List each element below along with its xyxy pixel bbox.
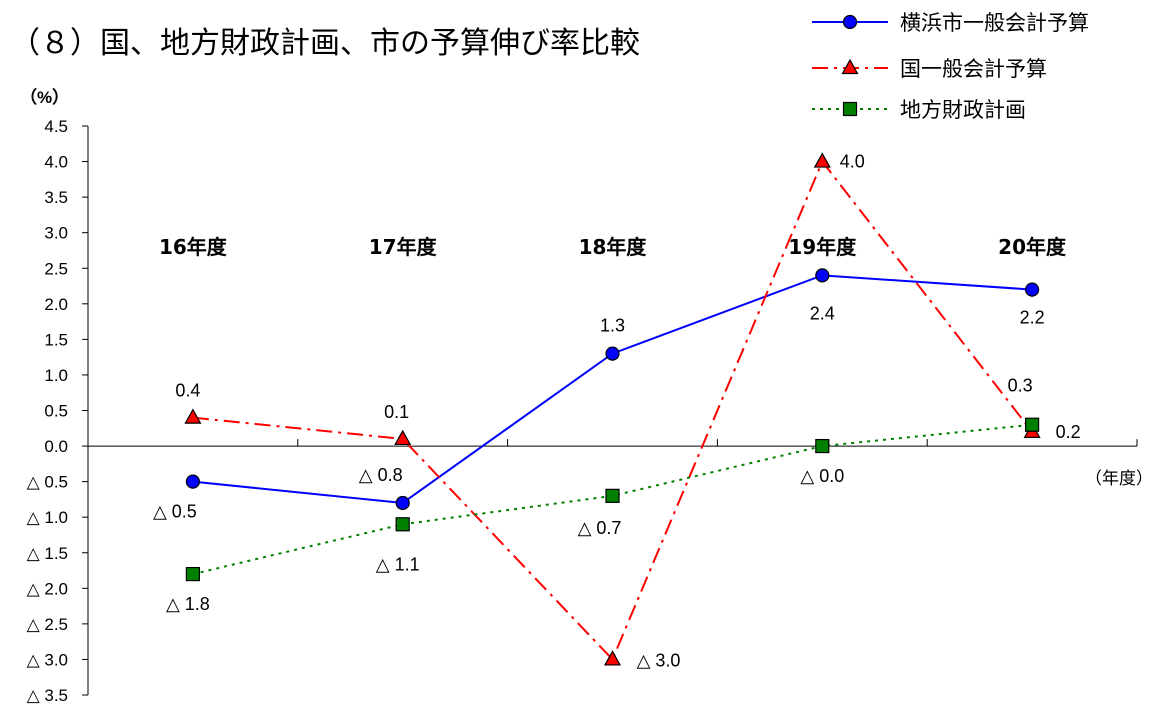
data-label-0: △ 0.5 xyxy=(153,502,197,522)
data-label-1: 0.1 xyxy=(384,402,409,422)
y-tick-label: △ 3.5 xyxy=(27,686,68,704)
data-label-0: 2.4 xyxy=(810,303,835,323)
y-tick-label: 2.5 xyxy=(44,259,68,278)
category-label: 19年度 xyxy=(788,235,857,259)
y-axis-unit-label: （%） xyxy=(20,87,69,107)
y-tick-label: 3.0 xyxy=(44,224,68,243)
y-tick-label: △ 3.0 xyxy=(27,650,68,669)
data-point-2 xyxy=(605,488,620,503)
x-axis-unit-label: （年度） xyxy=(1085,469,1150,489)
data-label-1: 0.2 xyxy=(1056,422,1081,442)
category-label: 20年度 xyxy=(998,235,1067,259)
data-point-1 xyxy=(603,650,622,666)
series-line-2 xyxy=(192,423,1033,576)
legend-marker xyxy=(842,14,858,30)
data-point-0 xyxy=(395,495,410,511)
y-tick-label: 4.0 xyxy=(44,153,68,172)
y-tick-label: 0.0 xyxy=(44,437,68,456)
data-label-2: △ 0.0 xyxy=(800,466,844,486)
legend-label: 国一般会計予算 xyxy=(900,57,1047,81)
data-point-1 xyxy=(394,429,412,446)
data-point-1 xyxy=(184,408,202,424)
y-tick-label: △ 2.5 xyxy=(27,615,68,634)
category-label: 16年度 xyxy=(159,235,228,259)
series-line-0 xyxy=(192,274,1033,504)
legend-marker xyxy=(841,58,859,75)
chart-title: （８）国、地方財政計画、市の予算伸び率比較 xyxy=(10,26,640,61)
y-tick-label: 4.5 xyxy=(44,117,68,136)
data-label-1: 0.4 xyxy=(175,381,200,401)
data-label-2: △ 1.1 xyxy=(376,554,420,574)
data-label-0: 2.2 xyxy=(1020,308,1045,328)
legend-label: 地方財政計画 xyxy=(900,98,1026,122)
y-tick-label: 3.5 xyxy=(44,188,68,207)
data-point-2 xyxy=(185,566,200,582)
y-tick-label: △ 0.5 xyxy=(27,473,68,492)
data-label-1: △ 3.0 xyxy=(637,650,681,670)
data-label-2: △ 0.7 xyxy=(578,518,622,538)
data-point-2 xyxy=(815,438,830,454)
data-point-1 xyxy=(813,152,831,168)
data-label-0: 1.3 xyxy=(600,316,625,336)
y-tick-label: 0.5 xyxy=(44,402,68,421)
data-label-1: 4.0 xyxy=(840,152,865,172)
data-label-2: 0.3 xyxy=(1008,376,1033,396)
y-tick-label: △ 1.0 xyxy=(27,508,68,527)
y-tick-label: △ 2.0 xyxy=(27,579,68,598)
data-point-0 xyxy=(185,474,200,489)
y-tick-label: △ 1.5 xyxy=(27,544,68,563)
data-point-2 xyxy=(395,517,410,532)
legend-marker xyxy=(842,101,858,117)
data-label-2: △ 1.8 xyxy=(166,594,210,614)
y-tick-label: 1.0 xyxy=(44,366,68,385)
data-label-0: △ 0.8 xyxy=(359,465,403,485)
series-line-1 xyxy=(192,159,1033,662)
legend-label: 横浜市一般会計予算 xyxy=(900,11,1089,35)
data-point-0 xyxy=(1024,282,1040,297)
data-point-0 xyxy=(815,268,830,283)
category-label: 17年度 xyxy=(369,235,438,259)
y-tick-label: 2.0 xyxy=(44,295,68,314)
data-point-2 xyxy=(1024,417,1040,432)
category-label: 18年度 xyxy=(579,235,648,259)
data-point-0 xyxy=(605,346,620,361)
y-tick-label: 1.5 xyxy=(44,330,68,349)
